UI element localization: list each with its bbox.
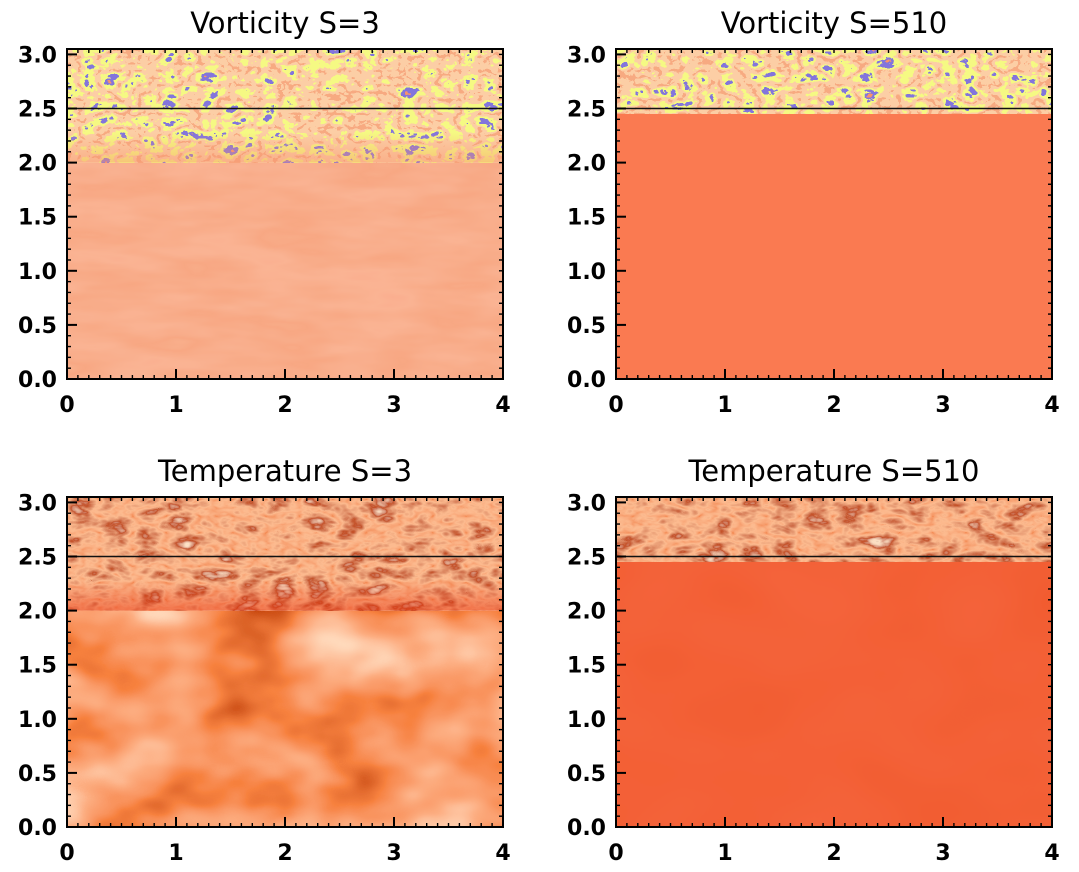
- panel-title: Vorticity S=510: [721, 6, 948, 40]
- heatmap-field: [616, 497, 1052, 827]
- heatmap-field: [616, 49, 1052, 379]
- x-tick-label: 1: [717, 393, 732, 418]
- y-tick-label: 1.5: [18, 206, 57, 231]
- y-tick-label: 2.5: [567, 546, 606, 571]
- y-tick-label: 2.5: [567, 98, 606, 123]
- panel-3: 0 1 2 3 4 0.0 0.5 1.0 1.5 2.0 2.5 3.0 Temperature S=…: [18, 454, 511, 866]
- y-tick-label: 0.5: [18, 762, 57, 787]
- heatmap-field: [67, 497, 503, 827]
- y-tick-label: 2.5: [18, 98, 57, 123]
- panel-title: Vorticity S=3: [190, 6, 380, 40]
- y-tick-label: 1.5: [567, 654, 606, 679]
- x-tick-label: 0: [59, 841, 74, 866]
- y-tick-label: 1.5: [567, 206, 606, 231]
- minor-ticks: [66, 49, 504, 380]
- x-tick-label: 2: [826, 841, 841, 866]
- panel-1: 0 1 2 3 4 0.0 0.5 1.0 1.5 2.0 2.5 3.0 Vorticity S=3: [18, 6, 511, 418]
- minor-ticks: [615, 497, 1053, 828]
- y-tick-label: 1.5: [18, 654, 57, 679]
- y-tick-label: 1.0: [567, 708, 606, 733]
- x-tick-label: 3: [935, 393, 950, 418]
- panel-title: Temperature S=510: [688, 454, 980, 488]
- x-tick-label: 3: [386, 393, 401, 418]
- x-tick-label: 4: [1044, 393, 1059, 418]
- y-tick-label: 0.0: [18, 368, 57, 393]
- y-tick-label: 3.0: [567, 491, 606, 516]
- x-tick-label: 2: [277, 841, 292, 866]
- y-tick-label: 0.0: [567, 368, 606, 393]
- x-tick-label: 4: [495, 393, 510, 418]
- y-tick-label: 2.0: [18, 152, 57, 177]
- transition-band: [67, 580, 503, 611]
- x-tick-label: 3: [935, 841, 950, 866]
- y-tick-label: 0.0: [567, 816, 606, 841]
- x-tick-label: 4: [495, 841, 510, 866]
- y-tick-label: 2.5: [18, 546, 57, 571]
- panel-2: 0 1 2 3 4 0.0 0.5 1.0 1.5 2.0 2.5 3.0 Vorticity S=51…: [567, 6, 1060, 418]
- y-tick-label: 0.5: [567, 762, 606, 787]
- heatmap-field: [67, 49, 503, 379]
- y-tick-label: 2.0: [567, 152, 606, 177]
- y-tick-label: 3.0: [18, 43, 57, 68]
- x-tick-label: 0: [608, 841, 623, 866]
- x-tick-label: 2: [277, 393, 292, 418]
- x-tick-label: 1: [168, 393, 183, 418]
- y-tick-label: 3.0: [18, 491, 57, 516]
- panel-4: 0 1 2 3 4 0.0 0.5 1.0 1.5 2.0 2.5 3.0 Temperature S=…: [567, 454, 1060, 866]
- panel-title: Temperature S=3: [157, 454, 412, 488]
- turbulent-layer: [616, 49, 1052, 114]
- x-tick-label: 3: [386, 841, 401, 866]
- x-tick-label: 1: [717, 841, 732, 866]
- x-tick-label: 4: [1044, 841, 1059, 866]
- x-tick-label: 1: [168, 841, 183, 866]
- turbulent-layer: [616, 497, 1052, 562]
- x-tick-label: 2: [826, 393, 841, 418]
- x-tick-label: 0: [608, 393, 623, 418]
- y-tick-label: 1.0: [18, 708, 57, 733]
- y-tick-label: 1.0: [567, 260, 606, 285]
- transition-band: [67, 132, 503, 163]
- y-tick-label: 1.0: [18, 260, 57, 285]
- y-tick-label: 3.0: [567, 43, 606, 68]
- y-tick-label: 2.0: [18, 600, 57, 625]
- y-tick-label: 0.5: [567, 314, 606, 339]
- y-tick-label: 0.5: [18, 314, 57, 339]
- y-tick-label: 0.0: [18, 816, 57, 841]
- y-tick-label: 2.0: [567, 600, 606, 625]
- x-tick-label: 0: [59, 393, 74, 418]
